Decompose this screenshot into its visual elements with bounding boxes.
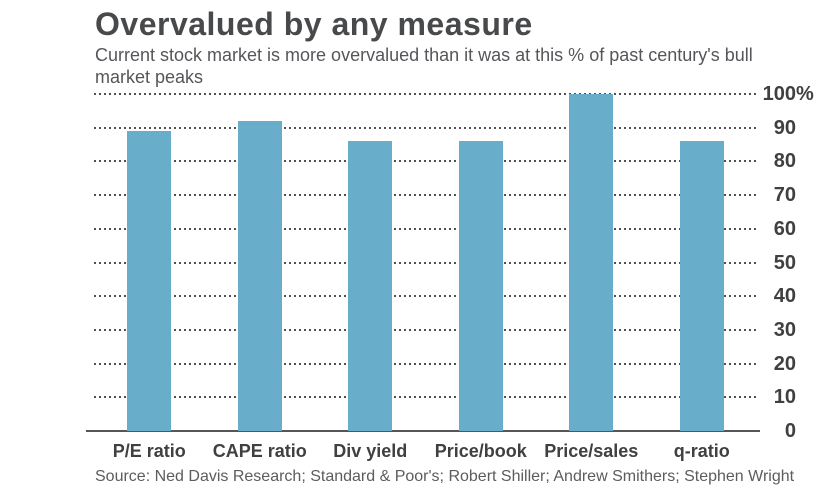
x-category-label: Div yield [333,441,408,461]
y-tick-number: 30 [773,318,796,341]
x-category-label: CAPE ratio [212,441,307,461]
gridline [94,126,757,129]
y-tick-number: 0 [784,420,796,442]
x-category-label: Price/book [434,441,527,461]
y-tick-suffix [796,117,815,139]
y-tick-number: 10 [773,386,796,409]
plot-area [86,93,760,432]
y-tick-suffix [796,150,815,172]
bar [348,141,393,431]
y-tick-label: 80 [760,150,815,172]
y-tick-label: 90 [760,117,815,139]
bar [458,141,503,431]
page-title: Overvalued by any measure [95,6,533,42]
gridline [94,227,757,230]
y-tick-label: 20 [760,353,815,375]
y-tick-suffix: % [796,83,814,105]
y-tick-suffix [796,319,815,341]
y-tick-label: 60 [760,218,815,240]
y-tick-number: 60 [773,217,796,240]
y-tick-label: 70 [760,184,815,206]
x-axis-line [86,430,760,432]
y-tick-label: 10 [760,386,815,408]
gridline [94,93,757,95]
gridline [94,295,757,298]
y-tick-number: 50 [773,251,796,274]
y-tick-suffix [796,386,815,408]
y-tick-number: 90 [773,116,796,139]
y-tick-number: 20 [773,352,796,375]
y-tick-label: 40 [760,285,815,307]
gridline [94,160,757,163]
y-tick-label: 100% [760,83,815,105]
x-category-label: P/E ratio [112,441,186,461]
gridline [94,396,757,399]
y-tick-label: 0 [760,420,815,442]
gridline [94,261,757,264]
page-subtitle: Current stock market is more overvalued … [95,45,753,87]
y-tick-number: 70 [773,184,796,207]
y-tick-label: 50 [760,252,815,274]
y-tick-number: 100 [762,83,796,105]
y-tick-suffix [796,252,815,274]
bar [679,141,724,431]
source-note: Source: Ned Davis Research; Standard & P… [95,468,795,485]
y-tick-number: 80 [773,150,796,173]
y-tick-suffix [796,353,815,375]
bar [569,94,614,431]
x-category-label: Price/sales [544,441,639,461]
y-axis: 0 10 20 30 40 50 60 70 80 90 100% [760,83,815,442]
x-category-label: q-ratio [673,441,730,461]
y-tick-number: 40 [773,285,796,308]
bar [237,120,282,431]
gridline [94,194,757,197]
gridline [94,362,757,365]
bar [127,131,172,431]
y-tick-suffix [796,218,815,240]
gridline [94,328,757,331]
y-tick-label: 30 [760,319,815,341]
y-tick-suffix [796,184,815,206]
y-tick-suffix [796,285,815,307]
y-tick-suffix [796,420,815,442]
x-axis: P/E ratio CAPE ratio Div yield Price/book Pr… [94,441,757,467]
